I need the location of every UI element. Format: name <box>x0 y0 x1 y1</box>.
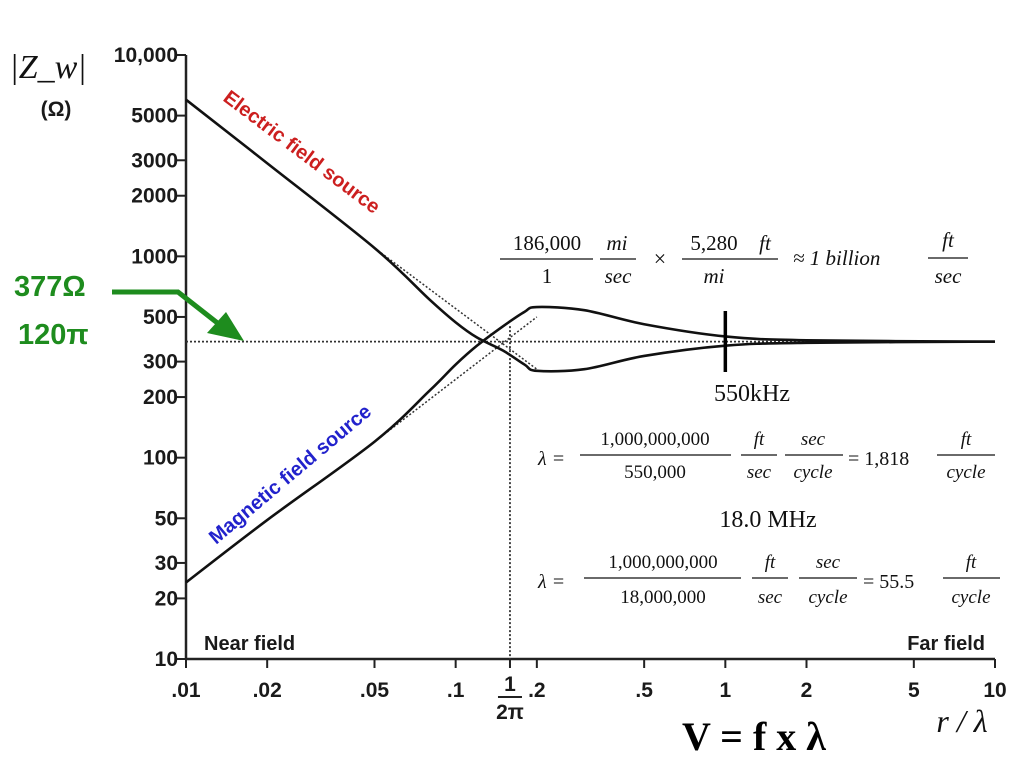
svg-text:186,000: 186,000 <box>513 231 581 255</box>
svg-text:ft: ft <box>966 552 977 573</box>
wavelength-equation-18mhz: λ = 1,000,000,000 18,000,000 ft sec sec … <box>537 552 1000 608</box>
svg-text:λ =: λ = <box>537 571 565 593</box>
y-tick-label: 200 <box>143 386 178 409</box>
frequency-18mhz: 18.0 MHz <box>719 507 816 533</box>
wave-formula: V = f x λ <box>682 714 826 759</box>
magnetic-asymptote <box>374 316 538 443</box>
reference-lines <box>186 247 995 659</box>
electric-asymptote <box>374 247 538 370</box>
x-tick-label: .02 <box>253 679 282 702</box>
svg-text:×: × <box>654 246 666 271</box>
y-tick-label: 50 <box>155 507 178 530</box>
svg-text:sec: sec <box>935 264 962 288</box>
x-tick-label-numerator: 1 <box>504 673 516 696</box>
svg-text:cycle: cycle <box>808 587 847 608</box>
magnetic-source-label: Magnetic field source <box>205 401 376 549</box>
impedance-value: 377Ω <box>14 271 86 303</box>
svg-text:1,000,000,000: 1,000,000,000 <box>600 429 709 450</box>
impedance-arrowhead <box>207 312 244 341</box>
svg-text:sec: sec <box>816 552 841 573</box>
x-tick-label: .2 <box>528 679 546 702</box>
x-axis-label: r / λ <box>936 703 987 739</box>
svg-text:ft: ft <box>759 231 772 255</box>
y-axis-unit: (Ω) <box>41 98 72 121</box>
svg-text:cycle: cycle <box>793 462 832 483</box>
electric-field-curve <box>185 98 996 373</box>
y-tick-label: 10 <box>155 648 178 671</box>
svg-text:≈ 1 billion: ≈ 1 billion <box>793 246 880 270</box>
x-tick-label: .05 <box>360 679 390 702</box>
near-field-label: Near field <box>204 633 295 655</box>
x-ticks: .01 .02 .05 .1 1 2π.2 .5 1 2 5 10 <box>171 659 1007 724</box>
far-field-label: Far field <box>907 633 985 655</box>
x-tick-label-denominator: 2π <box>496 701 524 724</box>
y-tick-label: 30 <box>155 552 178 575</box>
curves <box>185 98 996 584</box>
svg-text:sec: sec <box>801 429 826 450</box>
svg-text:ft: ft <box>765 552 776 573</box>
y-axis-label: |Z_w| <box>9 49 86 86</box>
svg-text:18,000,000: 18,000,000 <box>620 587 706 608</box>
y-tick-label: 3000 <box>131 149 178 172</box>
speed-of-light-equation: 186,000 1 mi sec × 5,280 mi ft ≈ 1 billi… <box>500 228 968 288</box>
x-tick-label: 5 <box>908 679 920 702</box>
svg-text:sec: sec <box>747 462 772 483</box>
y-tick-label: 300 <box>143 351 178 374</box>
impedance-expression: 120π <box>18 319 89 351</box>
magnetic-field-curve <box>185 305 996 584</box>
wavelength-equation-550khz: λ = 1,000,000,000 550,000 ft sec sec cyc… <box>537 429 995 483</box>
x-tick-label: .5 <box>635 679 653 702</box>
y-tick-label: 2000 <box>131 185 178 208</box>
x-tick-label: 1 <box>719 679 731 702</box>
svg-text:= 55.5: = 55.5 <box>863 571 914 593</box>
svg-text:cycle: cycle <box>951 587 990 608</box>
x-tick-label: .1 <box>447 679 465 702</box>
y-tick-label: 1000 <box>131 245 178 268</box>
svg-text:mi: mi <box>704 264 725 288</box>
svg-text:= 1,818: = 1,818 <box>848 448 909 470</box>
x-tick-label: .01 <box>171 679 201 702</box>
svg-text:ft: ft <box>942 228 955 252</box>
marker-label: 550kHz <box>714 381 790 407</box>
svg-text:sec: sec <box>605 264 632 288</box>
electric-source-label: Electric field source <box>219 86 384 218</box>
y-tick-label: 100 <box>143 447 178 470</box>
svg-text:550,000: 550,000 <box>624 462 686 483</box>
y-tick-label: 10,000 <box>114 44 178 67</box>
svg-text:mi: mi <box>607 231 628 255</box>
x-tick-label: 2 <box>801 679 813 702</box>
svg-text:ft: ft <box>754 429 765 450</box>
y-tick-label: 5000 <box>131 105 178 128</box>
x-tick-label: 10 <box>983 679 1006 702</box>
impedance-arrow <box>112 289 222 327</box>
svg-text:1: 1 <box>542 264 553 288</box>
y-ticks: 10 20 30 50 100 200 300 500 1000 2000 3000 5000 10,0… <box>114 44 186 671</box>
svg-text:1,000,000,000: 1,000,000,000 <box>608 552 717 573</box>
svg-text:cycle: cycle <box>946 462 985 483</box>
y-tick-label: 500 <box>143 306 178 329</box>
svg-text:sec: sec <box>758 587 783 608</box>
svg-text:5,280: 5,280 <box>690 231 737 255</box>
svg-text:ft: ft <box>961 429 972 450</box>
y-tick-label: 20 <box>155 587 178 610</box>
svg-text:λ =: λ = <box>537 448 565 470</box>
